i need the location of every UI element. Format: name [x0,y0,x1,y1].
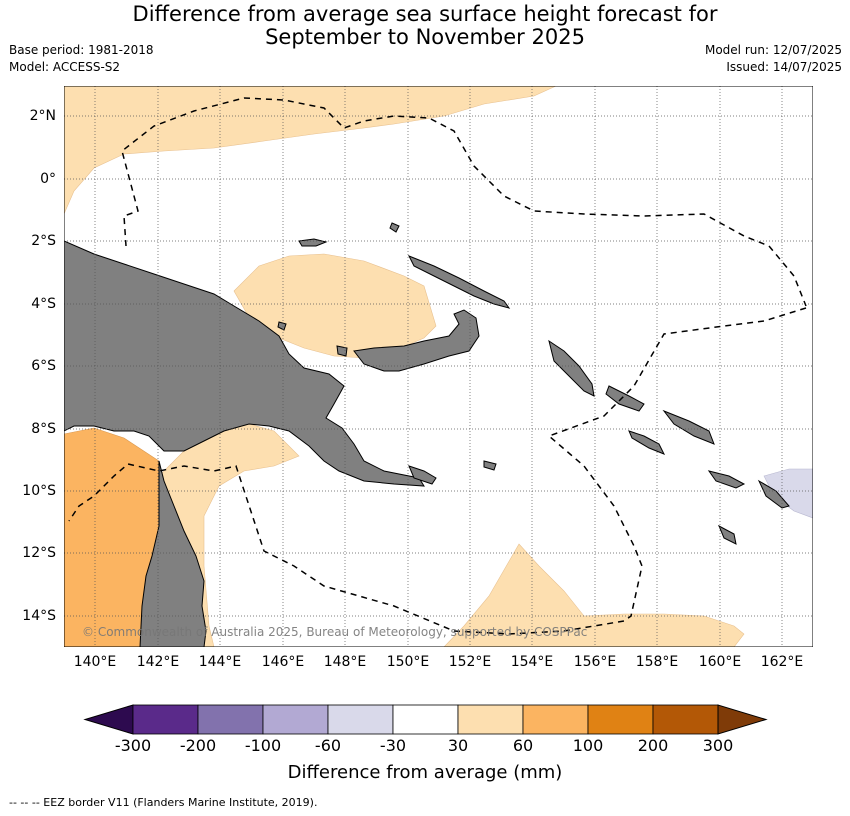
model-run-date: Model run: 12/07/2025 [705,42,842,59]
colorbar-segment [653,705,718,734]
lon-label-156e: 156°E [574,654,617,670]
lon-label-160e: 160°E [699,654,742,670]
lon-label-150e: 150°E [387,654,430,670]
colorbar-segment [263,705,328,734]
colorbar-tick-200: 200 [638,736,669,755]
land-island-small-e [719,526,736,544]
colorbar-segment [588,705,653,734]
title-line-1: Difference from average sea surface heig… [0,3,850,26]
meta-right: Model run: 12/07/2025 Issued: 14/07/2025 [705,42,842,76]
lon-label-142e: 142°E [137,654,180,670]
lon-label-140e: 140°E [74,654,117,670]
colorbar-tick-300: 300 [703,736,734,755]
map-svg [64,86,813,647]
map-panel [64,86,813,647]
colorbar-segment [393,705,458,734]
lat-label-4s: 4°S [31,296,56,312]
issued-date: Issued: 14/07/2025 [705,59,842,76]
colorbar-segment [523,705,588,734]
land-island-small-d [337,346,347,356]
lat-label-10s: 10°S [22,483,56,499]
colorbar-extend-low [85,705,133,734]
lon-label-152e: 152°E [449,654,492,670]
land-solomons-3 [629,431,664,454]
colorbar-tick-m60: -60 [315,736,341,755]
land-island-small-a [299,239,326,246]
colorbar-segment [328,705,393,734]
lon-label-158e: 158°E [636,654,679,670]
lat-label-2s: 2°S [31,233,56,249]
land-island-small-b [390,223,399,232]
base-period: Base period: 1981-2018 [9,42,154,59]
model-name: Model: ACCESS-S2 [9,59,154,76]
lon-label-154e: 154°E [511,654,554,670]
colorbar-tick-m200: -200 [180,736,216,755]
colorbar-segment [133,705,198,734]
lon-label-146e: 146°E [262,654,305,670]
colorbar-segment [458,705,523,734]
land-island-small-f [484,461,496,470]
lon-label-144e: 144°E [199,654,242,670]
colorbar-segment [198,705,263,734]
lat-label-2n: 2°N [30,108,56,124]
land-solomons-4 [709,471,744,488]
eez-footnote: -- -- -- EEZ border V11 (Flanders Marine… [9,796,317,809]
colorbar-tick-60: 60 [513,736,533,755]
lat-label-14s: 14°S [22,608,56,624]
copyright-text: © Commonwealth of Australia 2025, Bureau… [82,625,587,639]
colorbar-title: Difference from average (mm) [0,762,850,783]
land-bougainville [549,341,594,396]
colorbar-segments [85,705,766,734]
colorbar-tick-m100: -100 [245,736,281,755]
colorbar-tick-m300: -300 [115,736,151,755]
lat-label-6s: 6°S [31,358,56,374]
colorbar-tick-m30: -30 [380,736,406,755]
lat-label-0: 0° [40,171,56,187]
lon-label-162e: 162°E [761,654,804,670]
meta-left: Base period: 1981-2018 Model: ACCESS-S2 [9,42,154,76]
lat-label-12s: 12°S [22,545,56,561]
colorbar-tick-100: 100 [573,736,604,755]
colorbar-tick-30: 30 [448,736,468,755]
land-solomons-2 [664,411,714,444]
colorbar-extend-high [718,705,766,734]
lat-label-8s: 8°S [31,421,56,437]
lon-label-148e: 148°E [324,654,367,670]
